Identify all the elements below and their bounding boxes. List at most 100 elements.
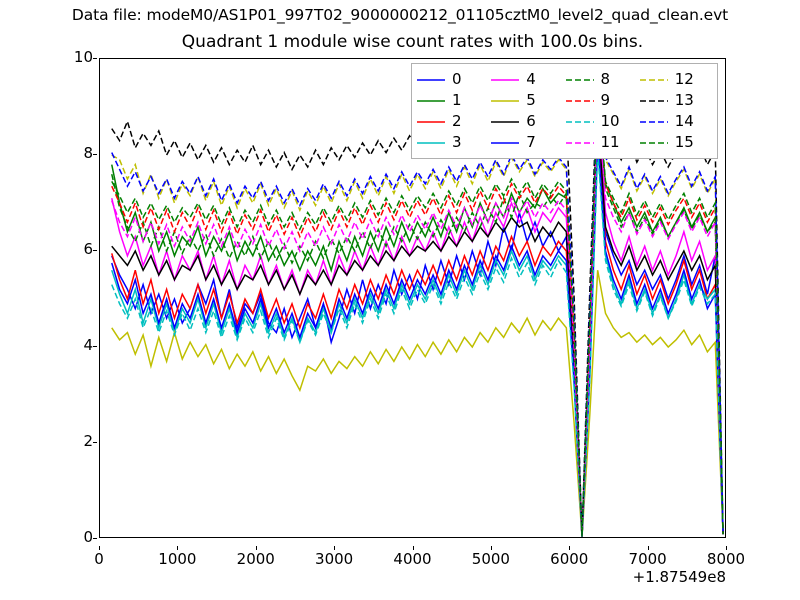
series-line-9: [111, 87, 724, 537]
legend-swatch-14: [639, 116, 669, 128]
legend-label-4: 4: [526, 70, 536, 88]
chart-title: Quadrant 1 module wise count rates with …: [181, 32, 644, 52]
legend-swatch-11: [565, 137, 595, 149]
legend-entry-8[interactable]: 8: [565, 69, 639, 90]
legend-entry-5[interactable]: 5: [490, 90, 564, 111]
legend-entry-6[interactable]: 6: [490, 111, 564, 132]
legend-label-8: 8: [600, 70, 611, 88]
legend-entry-15[interactable]: 15: [639, 132, 713, 153]
series-line-11: [111, 102, 724, 537]
legend-label-2: 2: [452, 112, 462, 130]
legend-entry-14[interactable]: 14: [639, 111, 713, 132]
series-line-12: [111, 78, 724, 537]
legend-swatch-10: [565, 116, 595, 128]
legend-label-6: 6: [526, 112, 536, 130]
series-line-10: [111, 150, 724, 537]
x-tick-mark: [647, 546, 649, 550]
x-tick-mark: [177, 546, 179, 550]
series-canvas: [111, 68, 724, 537]
y-tick-label: 4: [83, 336, 93, 354]
legend-label-11: 11: [600, 133, 620, 151]
x-tick-label: 3000: [315, 550, 354, 568]
y-tick-mark: [93, 538, 97, 539]
x-tick-mark: [255, 546, 257, 550]
legend-swatch-8: [565, 74, 595, 86]
legend-label-0: 0: [452, 70, 462, 88]
legend-entry-9[interactable]: 9: [565, 90, 639, 111]
series-line-5: [111, 270, 724, 537]
legend-swatch-3: [416, 137, 446, 149]
x-tick-label: 8000: [706, 550, 746, 568]
legend-entry-11[interactable]: 11: [565, 132, 639, 153]
x-tick-mark: [99, 546, 100, 550]
legend-label-3: 3: [452, 133, 462, 151]
series-line-0: [111, 126, 724, 537]
y-tick-mark: [93, 442, 97, 443]
series-line-14: [111, 82, 724, 537]
legend-swatch-2: [416, 116, 446, 128]
y-tick-mark: [93, 154, 97, 155]
legend-label-1: 1: [452, 91, 462, 109]
series-line-1: [111, 97, 724, 537]
y-axis-ticklabels: 0 2 4 6 8 10: [43, 0, 97, 600]
x-axis-offset-text: +1.87549e8: [632, 568, 726, 586]
x-tick-mark: [569, 546, 571, 550]
legend[interactable]: 0 1 2 3 4 5 6 7 8 9 10 11 12 13 14 15: [411, 63, 718, 159]
x-tick-mark: [490, 546, 492, 550]
legend-label-12: 12: [674, 70, 694, 88]
legend-swatch-1: [416, 95, 446, 107]
series-line-2: [111, 116, 724, 537]
x-tick-label: 0: [94, 550, 104, 568]
legend-swatch-12: [639, 74, 669, 86]
series-line-15: [111, 90, 724, 537]
legend-swatch-15: [639, 137, 669, 149]
series-line-6: [111, 111, 724, 537]
legend-swatch-4: [490, 74, 520, 86]
legend-label-15: 15: [674, 133, 694, 151]
legend-label-9: 9: [600, 91, 611, 109]
legend-swatch-0: [416, 74, 446, 86]
legend-entry-3[interactable]: 3: [416, 132, 490, 153]
figure-suptitle: Data file: modeM0/AS1P01_997T02_90000002…: [71, 6, 729, 24]
x-tick-label: 2000: [236, 550, 275, 568]
x-tick-mark: [726, 546, 727, 550]
legend-entry-12[interactable]: 12: [639, 69, 713, 90]
y-tick-label: 0: [83, 528, 93, 546]
y-tick-label: 10: [73, 48, 93, 66]
legend-entry-4[interactable]: 4: [490, 69, 564, 90]
x-tick-label: 4000: [393, 550, 432, 568]
x-tick-mark: [412, 546, 414, 550]
legend-swatch-6: [490, 116, 520, 128]
legend-label-5: 5: [526, 91, 536, 109]
y-tick-label: 2: [83, 432, 93, 450]
series-line-3: [111, 145, 724, 537]
y-tick-mark: [93, 250, 97, 251]
x-tick-label: 7000: [628, 550, 667, 568]
y-tick-label: 6: [83, 240, 93, 258]
legend-swatch-9: [565, 95, 595, 107]
legend-swatch-7: [490, 137, 520, 149]
series-line-8: [111, 92, 724, 537]
x-tick-label: 5000: [471, 550, 510, 568]
series-line-7: [111, 135, 724, 537]
legend-label-13: 13: [674, 91, 694, 109]
legend-entry-1[interactable]: 1: [416, 90, 490, 111]
legend-label-7: 7: [526, 133, 536, 151]
legend-entry-13[interactable]: 13: [639, 90, 713, 111]
legend-entry-2[interactable]: 2: [416, 111, 490, 132]
legend-label-14: 14: [674, 112, 694, 130]
legend-entry-0[interactable]: 0: [416, 69, 490, 90]
y-tick-mark: [93, 58, 97, 59]
x-tick-label: 1000: [158, 550, 197, 568]
legend-label-10: 10: [600, 112, 620, 130]
legend-swatch-5: [490, 95, 520, 107]
x-axis-ticklabels: 0 1000 2000 3000 4000 5000 6000 7000 8000: [0, 546, 800, 568]
y-tick-mark: [93, 346, 97, 347]
x-tick-mark: [334, 546, 336, 550]
y-tick-label: 8: [83, 144, 93, 162]
legend-swatch-13: [639, 95, 669, 107]
legend-entry-7[interactable]: 7: [490, 132, 564, 153]
x-tick-label: 6000: [550, 550, 589, 568]
legend-entry-10[interactable]: 10: [565, 111, 639, 132]
